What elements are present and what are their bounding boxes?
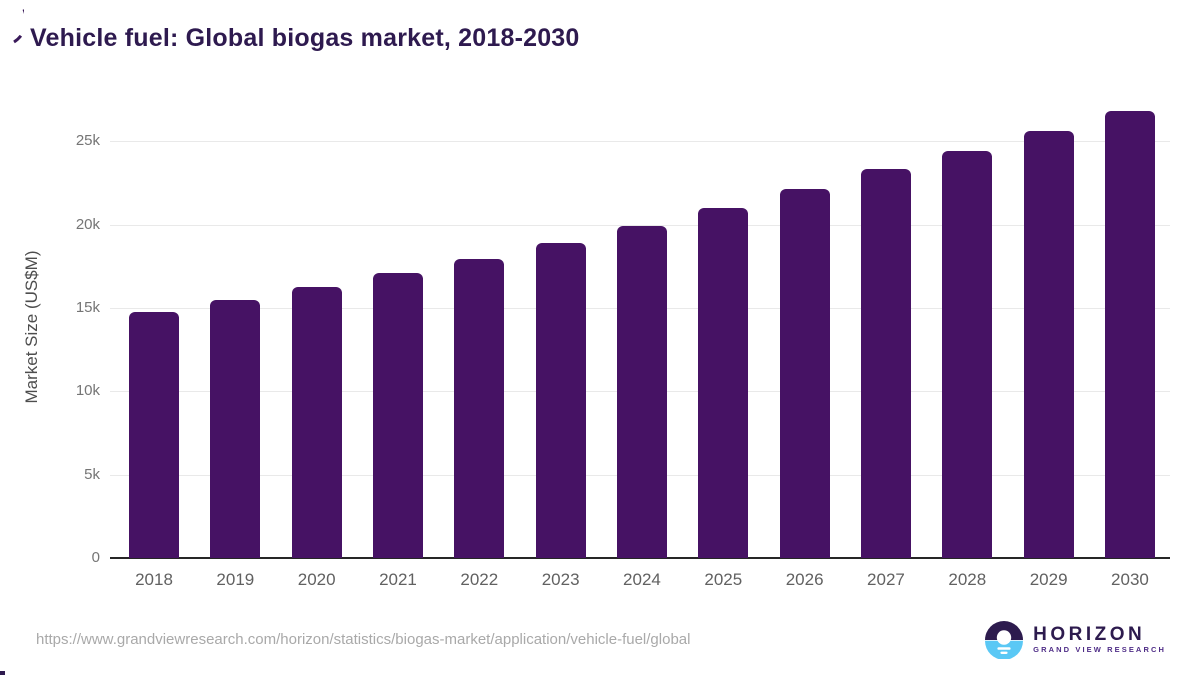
bar-2023[interactable] — [535, 243, 586, 558]
y-tick-5k: 5k — [84, 465, 100, 483]
gridline-25k — [110, 141, 1170, 143]
x-label-2021: 2021 — [379, 570, 417, 589]
gridline-20k — [110, 224, 1170, 226]
bar-2019[interactable] — [210, 299, 261, 558]
y-tick-20k: 20k — [75, 215, 100, 233]
bar-2028[interactable] — [942, 151, 993, 558]
x-label-2020: 2020 — [297, 570, 336, 589]
x-axis-line — [110, 557, 1170, 559]
corner-decoration — [13, 0, 24, 44]
y-tick-10k: 10k — [75, 382, 100, 400]
bar-2022[interactable] — [454, 258, 505, 558]
x-label-2030: 2030 — [1111, 570, 1149, 589]
bar-2024[interactable] — [616, 225, 667, 558]
bar-2020[interactable] — [291, 287, 342, 558]
x-label-2022: 2022 — [460, 570, 499, 589]
x-label-2029: 2029 — [1029, 570, 1068, 589]
x-label-2027: 2027 — [867, 570, 905, 589]
x-label-2019: 2019 — [216, 570, 255, 589]
bar-2029[interactable] — [1023, 130, 1074, 558]
plot-area: Market Size (US$M) 0 5k 10k 15k 20k 25k 2018 20… — [22, 95, 1170, 589]
corner-dash — [0, 671, 5, 675]
bar-2025[interactable] — [698, 208, 749, 558]
x-label-2023: 2023 — [541, 570, 580, 589]
x-label-2026: 2026 — [785, 570, 824, 589]
source-url: https://www.grandviewresearch.com/horizo… — [36, 631, 691, 648]
x-label-2024: 2024 — [623, 570, 661, 589]
logo-text: HORIZON GRAND VIEW RESEARCH — [1033, 625, 1166, 655]
x-label-2025: 2025 — [704, 570, 743, 589]
bar-2018[interactable] — [129, 312, 179, 558]
logo-tagline: GRAND VIEW RESEARCH — [1033, 645, 1166, 654]
bar-2027[interactable] — [860, 168, 911, 558]
x-label-2018: 2018 — [135, 570, 173, 589]
chart-title: Vehicle fuel: Global biogas market, 2018… — [30, 24, 580, 52]
footer: https://www.grandviewresearch.com/horizo… — [0, 617, 1200, 675]
brand-logo: HORIZON GRAND VIEW RESEARCH — [985, 621, 1166, 659]
horizon-logo-icon — [985, 621, 1024, 659]
y-tick-25k: 25k — [75, 132, 100, 150]
bar-2026[interactable] — [779, 188, 830, 558]
bar-2030[interactable] — [1104, 111, 1155, 558]
logo-brand: HORIZON — [1033, 624, 1146, 645]
y-axis-title: Market Size (US$M) — [22, 249, 41, 404]
x-label-2028: 2028 — [948, 570, 987, 589]
bar-2021[interactable] — [372, 273, 423, 558]
y-tick-15k: 15k — [75, 299, 100, 316]
y-tick-0: 0 — [91, 549, 100, 566]
